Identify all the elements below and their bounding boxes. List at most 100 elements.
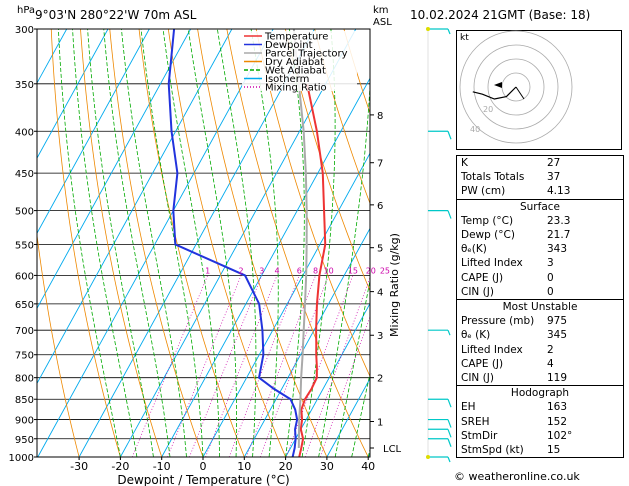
index-name: Pressure (mb) — [461, 315, 535, 328]
isotherm — [161, 77, 370, 457]
km-tick-label: 7 — [377, 159, 383, 170]
temperature-line — [298, 83, 327, 457]
surface-section: Surface Temp (°C) 23.3 Dewp (°C) 21.7 θₑ(K) 34… — [457, 198, 623, 299]
mixing-ratio-line — [246, 275, 316, 457]
wet-adiabat — [301, 29, 336, 457]
dry-adiabat — [50, 29, 121, 457]
dry-adiabat — [197, 29, 328, 457]
wind-barb — [428, 329, 451, 336]
hodograph-storm-vector — [515, 86, 525, 100]
legend-label: Isotherm — [265, 74, 309, 85]
wind-barb-flag — [447, 438, 452, 447]
wind-barb — [428, 28, 451, 35]
mixing-ratio-axis-title: Mixing Ratio (g/kg) — [388, 233, 401, 337]
mixing-ratio-line — [285, 275, 354, 457]
x-axis-title: Dewpoint / Temperature (°C) — [117, 473, 289, 486]
index-value: 152 — [547, 415, 568, 428]
index-row: Pressure (mb) 975 — [457, 314, 623, 328]
index-value: 102° — [547, 429, 573, 442]
index-value: 343 — [547, 243, 568, 256]
index-row: EH 163 — [457, 400, 623, 414]
legend-label: Temperature — [264, 32, 328, 43]
index-value: 23.3 — [547, 214, 571, 227]
wind-barb-flag — [447, 399, 452, 408]
index-row: CAPE (J) 4 — [457, 357, 623, 371]
dry-adiabat — [284, 29, 370, 292]
hodo_tbl-title: Hodograph — [510, 387, 570, 400]
temperature-tick-label: 30 — [320, 460, 334, 473]
dry-adiabat — [80, 29, 163, 457]
index-value: 4.13 — [547, 185, 571, 198]
pressure-unit-label: hPa — [17, 5, 36, 16]
mixing-ratio-label: 8 — [313, 266, 318, 275]
index-name: θₑ(K) — [461, 243, 487, 256]
index-value: 27 — [547, 157, 561, 169]
pressure-tick-label: 950 — [15, 435, 34, 446]
index-value: 2 — [547, 343, 554, 356]
index-name: CIN (J) — [461, 372, 494, 385]
mixing-ratio-label: 4 — [274, 266, 279, 275]
index-row: CIN (J) 0 — [457, 285, 623, 299]
wet-adiabat — [57, 29, 121, 457]
index-name: Lifted Index — [461, 257, 523, 270]
isotherm — [243, 227, 370, 457]
pressure-tick-label: 750 — [15, 351, 34, 362]
surface-title: Surface — [519, 200, 560, 213]
hodograph-ring — [473, 44, 559, 130]
isotherm — [37, 29, 274, 457]
index-row: Lifted Index 3 — [457, 256, 623, 270]
hodograph-ring — [459, 30, 573, 144]
index-value: 15 — [547, 444, 561, 457]
pressure-tick-label: 450 — [15, 169, 34, 180]
hodograph-arrow — [494, 82, 502, 88]
temperature-tick-label: 40 — [361, 460, 375, 473]
index-value: 37 — [547, 171, 561, 184]
index-row: CAPE (J) 0 — [457, 271, 623, 285]
hodograph-trace — [472, 86, 517, 100]
km-tick-label: 6 — [377, 201, 383, 212]
temperature-tick-label: 20 — [279, 460, 293, 473]
index-row: SREH 152 — [457, 415, 623, 429]
index-name: Lifted Index — [461, 343, 523, 356]
wind-barb — [428, 438, 452, 447]
index-name: EH — [461, 401, 476, 414]
unstable-title: Most Unstable — [502, 301, 578, 314]
mixing-ratio-line — [205, 275, 278, 457]
isotherm — [78, 29, 315, 457]
credit-text: © weatheronline.co.uk — [454, 470, 580, 483]
wet-adiabat — [162, 29, 220, 457]
index-name: CAPE (J) — [461, 271, 504, 284]
wind-barb — [428, 428, 452, 438]
index-row: PW (cm) 4.13 — [457, 184, 623, 198]
temperature-tick-label: 0 — [200, 460, 207, 473]
wet-adiabat — [87, 29, 154, 457]
index-value: 0 — [547, 271, 554, 284]
wind-barb-flag — [447, 429, 452, 438]
mixing-ratio-label: 20 — [366, 266, 376, 275]
km-tick-label: LCL — [383, 444, 402, 455]
temperature-tick-label: -10 — [153, 460, 171, 473]
index-value: 345 — [547, 329, 568, 342]
index-name: K — [461, 157, 468, 169]
dry-adiabat — [314, 29, 370, 205]
mixing-ratio-line — [167, 275, 242, 457]
pressure-tick-label: 900 — [15, 416, 34, 427]
wind-barb-flag — [447, 131, 452, 140]
index-row: StmDir 102° — [457, 429, 623, 443]
isotherm — [37, 29, 109, 160]
hodograph-frame — [456, 30, 622, 150]
wet-adiabat — [103, 29, 171, 457]
hodograph-ring-label: 40 — [470, 125, 480, 134]
asl-label: ASL — [373, 17, 392, 28]
pressure-tick-label: 300 — [15, 25, 34, 36]
km-tick-label: 8 — [377, 111, 383, 122]
wind-barb — [428, 456, 451, 463]
wind-barb — [428, 398, 452, 408]
mixing-ratio-label: 6 — [297, 266, 302, 275]
index-name: StmSpd (kt) — [461, 444, 524, 457]
index-value: 163 — [547, 401, 568, 414]
mixing-ratio-label: 1 — [205, 266, 210, 275]
pressure-tick-label: 650 — [15, 300, 34, 311]
legend-label: Parcel Trajectory — [265, 49, 348, 60]
